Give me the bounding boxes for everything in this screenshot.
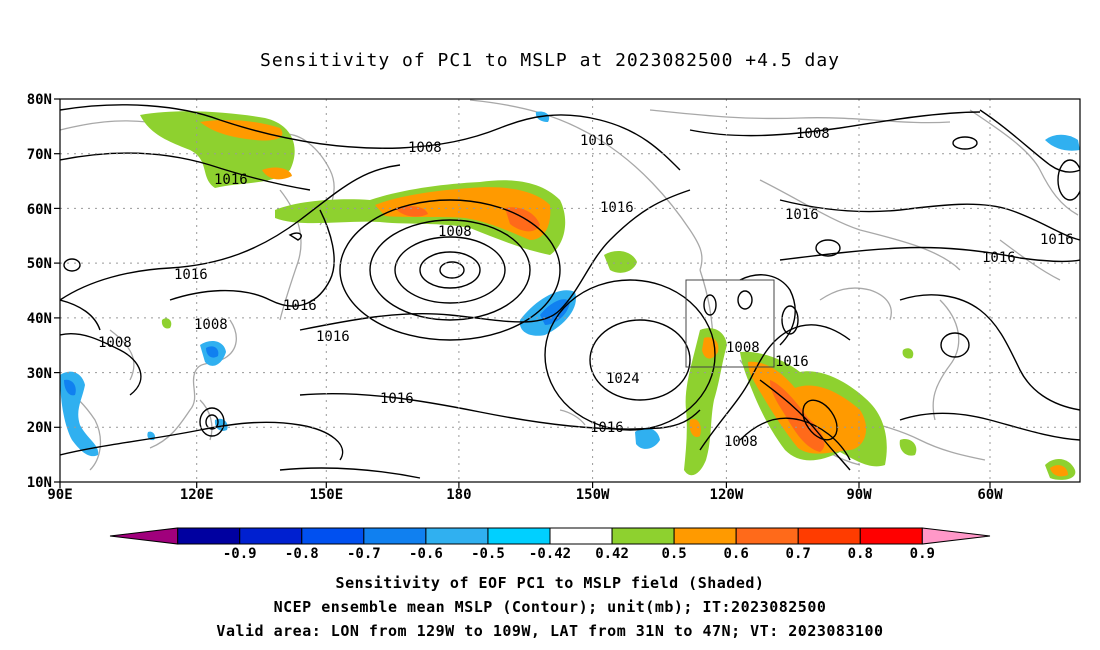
mslp-contours bbox=[60, 104, 1080, 479]
plot-frame bbox=[59, 98, 1081, 483]
contour-label: 1016 bbox=[580, 133, 614, 149]
lon-label: 150W bbox=[576, 487, 610, 500]
colorbar-cell bbox=[735, 527, 799, 545]
colorbar-label: -0.5 bbox=[471, 546, 505, 562]
gridlines bbox=[60, 99, 1080, 482]
contour-label: 1016 bbox=[590, 420, 624, 436]
contour-label: 1008 bbox=[194, 317, 228, 333]
colorbar-label: 0.8 bbox=[848, 546, 873, 562]
colorbar-cell bbox=[859, 527, 923, 545]
lon-label: 60W bbox=[977, 487, 1003, 500]
contour-label: 1016 bbox=[380, 391, 414, 407]
caption-valid-area: Valid area: LON from 129W to 109W, LAT f… bbox=[216, 622, 884, 640]
mslp-sensitivity-map: 1008 1016 1016 1008 1016 1016 1016 1016 … bbox=[27, 92, 1081, 500]
contour-label: 1016 bbox=[785, 207, 819, 223]
colorbar-cell bbox=[611, 527, 675, 545]
colorbar-cell-under bbox=[109, 527, 179, 545]
lat-label: 70N bbox=[27, 147, 52, 163]
colorbar-label: 0.7 bbox=[786, 546, 811, 562]
lat-label: 30N bbox=[27, 366, 52, 382]
contour-label: 1008 bbox=[408, 140, 442, 156]
colorbar-cell bbox=[487, 527, 551, 545]
colorbar-cell bbox=[301, 527, 365, 545]
colorbar-label: 0.9 bbox=[910, 546, 935, 562]
contour-label: 1008 bbox=[98, 335, 132, 351]
latitude-labels: 80N 70N 60N 50N 40N 30N 20N 10N bbox=[27, 92, 52, 491]
contour-label: 1016 bbox=[283, 298, 317, 314]
contour-label: 1016 bbox=[1040, 232, 1074, 248]
lat-label: 80N bbox=[27, 92, 52, 108]
lon-label: 120E bbox=[180, 487, 214, 500]
colorbar-cell bbox=[673, 527, 737, 545]
colorbar-label: 0.42 bbox=[595, 546, 629, 562]
colorbar-label: 0.6 bbox=[724, 546, 749, 562]
lon-label: 180 bbox=[446, 487, 471, 500]
tick-marks bbox=[54, 98, 991, 488]
map-title: Sensitivity of PC1 to MSLP at 2023082500… bbox=[259, 50, 840, 71]
lat-label: 20N bbox=[27, 420, 52, 436]
colorbar-cell bbox=[425, 527, 489, 545]
colorbar-cells bbox=[109, 527, 991, 545]
colorbar-cell bbox=[549, 527, 613, 545]
lon-label: 120W bbox=[710, 487, 744, 500]
contour-label: 1016 bbox=[174, 267, 208, 283]
colorbar-label: -0.7 bbox=[347, 546, 381, 562]
colorbar-label: -0.8 bbox=[285, 546, 319, 562]
contour-label: 1008 bbox=[438, 224, 472, 240]
contour-label: 1016 bbox=[316, 329, 350, 345]
contour-label: 1016 bbox=[600, 200, 634, 216]
contour-label: 1008 bbox=[726, 340, 760, 356]
longitude-labels: 90E 120E 150E 180 150W 120W 90W 60W bbox=[47, 487, 1003, 500]
contour-label: 1008 bbox=[724, 434, 758, 450]
contour-label: 1024 bbox=[606, 371, 640, 387]
valid-area-box bbox=[685, 279, 775, 368]
positive-sensitivity-shading bbox=[140, 111, 1076, 480]
caption-contour: NCEP ensemble mean MSLP (Contour); unit(… bbox=[273, 598, 827, 616]
colorbar-cell bbox=[797, 527, 861, 545]
contour-label: 1016 bbox=[214, 172, 248, 188]
lat-label: 50N bbox=[27, 256, 52, 272]
lat-label: 60N bbox=[27, 202, 52, 218]
colorbar-label: -0.6 bbox=[409, 546, 443, 562]
contour-label: 1008 bbox=[796, 126, 830, 142]
colorbar-cell bbox=[239, 527, 303, 545]
colorbar: -0.9 -0.8 -0.7 -0.6 -0.5 -0.42 0.42 0.5 0.6 0.7 0.… bbox=[109, 527, 991, 562]
colorbar-cell-over bbox=[921, 527, 991, 545]
colorbar-labels: -0.9 -0.8 -0.7 -0.6 -0.5 -0.42 0.42 0.5 0.6 0.7 0.… bbox=[223, 546, 935, 562]
colorbar-label: -0.42 bbox=[529, 546, 571, 562]
lon-label: 150E bbox=[309, 487, 343, 500]
contour-label: 1016 bbox=[775, 354, 809, 370]
colorbar-label: 0.5 bbox=[661, 546, 686, 562]
lat-label: 10N bbox=[27, 475, 52, 491]
lon-label: 90E bbox=[47, 487, 72, 500]
colorbar-label: -0.9 bbox=[223, 546, 257, 562]
colorbar-cell bbox=[177, 527, 241, 545]
colorbar-cell bbox=[363, 527, 427, 545]
lon-label: 90W bbox=[846, 487, 872, 500]
caption-shading: Sensitivity of EOF PC1 to MSLP field (Sh… bbox=[335, 574, 765, 592]
lat-label: 40N bbox=[27, 311, 52, 327]
